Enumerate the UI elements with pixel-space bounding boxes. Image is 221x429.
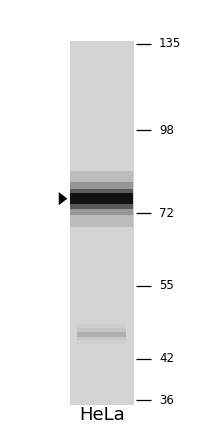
Bar — [77, 332, 126, 337]
Bar — [70, 189, 133, 208]
Bar — [70, 193, 133, 204]
Bar — [77, 329, 126, 340]
Text: HeLa: HeLa — [79, 406, 125, 424]
Text: 36: 36 — [159, 394, 174, 407]
Text: 135: 135 — [159, 37, 181, 50]
Text: 98: 98 — [159, 124, 174, 136]
Bar — [70, 41, 134, 405]
Text: 55: 55 — [159, 279, 174, 293]
Text: 72: 72 — [159, 207, 174, 220]
Bar — [70, 171, 133, 227]
Bar — [77, 324, 126, 344]
Polygon shape — [59, 192, 67, 205]
Text: 42: 42 — [159, 352, 174, 365]
Bar — [70, 182, 133, 215]
